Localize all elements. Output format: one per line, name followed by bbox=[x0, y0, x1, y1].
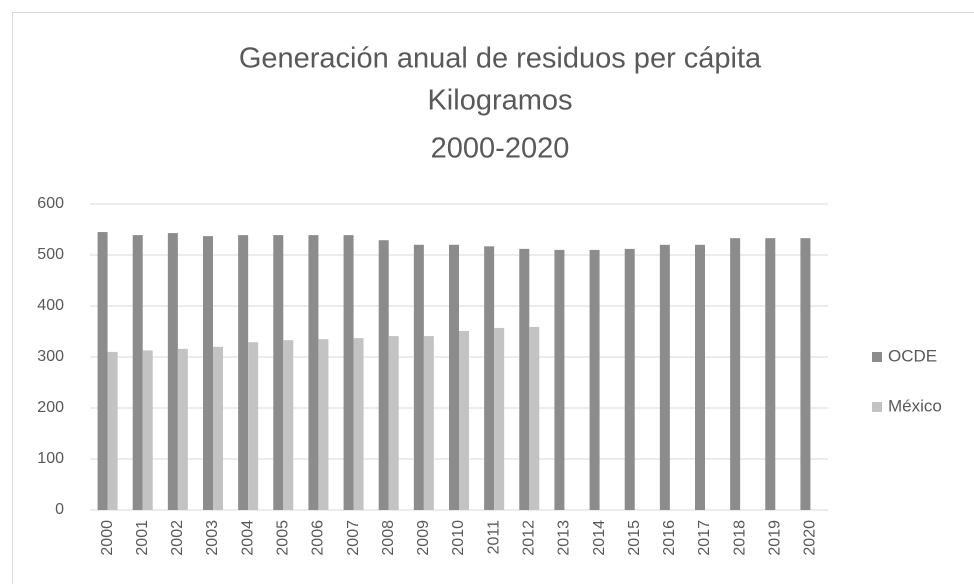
y-tick-label: 0 bbox=[55, 501, 64, 518]
x-tick-label: 2003 bbox=[204, 520, 221, 556]
bar bbox=[494, 327, 505, 510]
bar bbox=[554, 249, 565, 510]
bar bbox=[97, 232, 108, 511]
legend-label: OCDE bbox=[888, 346, 937, 365]
x-tick-label: 2004 bbox=[239, 520, 256, 556]
bar bbox=[449, 244, 459, 511]
bar bbox=[248, 342, 259, 510]
x-tick-label: 2008 bbox=[380, 520, 397, 556]
x-tick-label: 2011 bbox=[485, 520, 502, 555]
chart-title: 2000-2020 bbox=[431, 133, 570, 165]
bar bbox=[213, 346, 223, 510]
x-tick-label: 2020 bbox=[802, 520, 819, 556]
x-tick-label: 2009 bbox=[415, 520, 432, 556]
bar bbox=[800, 238, 811, 511]
bar bbox=[343, 235, 354, 511]
bar bbox=[378, 240, 389, 510]
x-tick-label: 2005 bbox=[275, 520, 292, 556]
y-tick-label: 400 bbox=[37, 297, 64, 314]
bar bbox=[388, 336, 399, 510]
y-tick-label: 100 bbox=[37, 450, 64, 467]
bar bbox=[203, 236, 213, 510]
x-tick-label: 2015 bbox=[626, 520, 643, 556]
x-tick-label: 2019 bbox=[767, 520, 784, 556]
y-tick-label: 500 bbox=[37, 246, 64, 263]
bar bbox=[459, 330, 469, 510]
bar bbox=[730, 238, 741, 511]
chart-border bbox=[12, 12, 974, 584]
x-tick-label: 2002 bbox=[169, 520, 186, 556]
bar bbox=[423, 336, 434, 510]
bar bbox=[624, 248, 635, 510]
x-tick-label: 2013 bbox=[556, 520, 573, 556]
y-tick-label: 300 bbox=[37, 348, 64, 365]
bar bbox=[529, 326, 540, 510]
bar bbox=[353, 338, 364, 510]
bar bbox=[484, 246, 495, 510]
y-tick-label: 200 bbox=[37, 399, 64, 416]
bar bbox=[107, 351, 118, 510]
chart-title: Kilogramos bbox=[427, 85, 572, 117]
bar bbox=[695, 244, 705, 511]
x-tick-label: 2000 bbox=[99, 520, 116, 556]
bar bbox=[589, 249, 600, 510]
bar bbox=[273, 235, 284, 511]
bar bbox=[283, 340, 294, 510]
chart-title: Generación anual de residuos per cápita bbox=[239, 43, 762, 75]
y-tick-label: 600 bbox=[37, 195, 64, 212]
bar bbox=[413, 244, 424, 511]
x-tick-label: 2018 bbox=[731, 520, 748, 556]
x-tick-label: 2006 bbox=[310, 520, 327, 556]
x-tick-label: 2007 bbox=[345, 520, 362, 556]
bar bbox=[765, 238, 776, 511]
bar bbox=[142, 350, 153, 510]
x-tick-label: 2001 bbox=[134, 520, 151, 556]
bar bbox=[238, 235, 249, 511]
bar bbox=[519, 248, 530, 510]
x-tick-label: 2014 bbox=[591, 520, 608, 556]
bar bbox=[308, 235, 319, 511]
legend-swatch bbox=[872, 402, 882, 412]
legend-label: México bbox=[888, 396, 942, 415]
bar bbox=[318, 339, 329, 510]
x-tick-label: 2017 bbox=[696, 520, 713, 556]
legend-swatch bbox=[872, 352, 882, 362]
bar bbox=[167, 233, 178, 510]
bar bbox=[177, 348, 188, 510]
bar bbox=[659, 244, 670, 511]
x-tick-label: 2012 bbox=[521, 520, 538, 556]
x-tick-label: 2010 bbox=[450, 520, 467, 556]
x-tick-label: 2016 bbox=[661, 520, 678, 556]
bar bbox=[132, 235, 143, 511]
